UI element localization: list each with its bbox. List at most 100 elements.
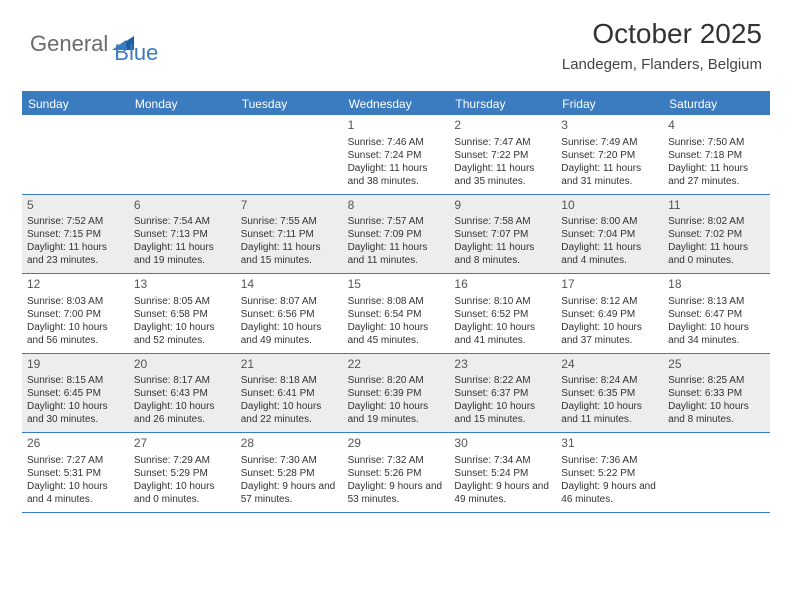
day-number: 5: [27, 198, 124, 214]
day-number: 10: [561, 198, 658, 214]
sunset-text: Sunset: 6:56 PM: [241, 308, 338, 321]
daylight-text: Daylight: 10 hours and 41 minutes.: [454, 321, 551, 347]
sunset-text: Sunset: 6:41 PM: [241, 387, 338, 400]
sunset-text: Sunset: 7:22 PM: [454, 149, 551, 162]
sunrise-text: Sunrise: 8:00 AM: [561, 215, 658, 228]
daylight-text: Daylight: 9 hours and 46 minutes.: [561, 480, 658, 506]
sunrise-text: Sunrise: 8:20 AM: [348, 374, 445, 387]
sunrise-text: Sunrise: 8:22 AM: [454, 374, 551, 387]
day-cell: 1Sunrise: 7:46 AMSunset: 7:24 PMDaylight…: [343, 115, 450, 194]
sunrise-text: Sunrise: 7:29 AM: [134, 454, 231, 467]
day-cell: 5Sunrise: 7:52 AMSunset: 7:15 PMDaylight…: [22, 195, 129, 274]
day-cell: 7Sunrise: 7:55 AMSunset: 7:11 PMDaylight…: [236, 195, 343, 274]
daylight-text: Daylight: 10 hours and 37 minutes.: [561, 321, 658, 347]
day-cell: [236, 115, 343, 194]
day-cell: 22Sunrise: 8:20 AMSunset: 6:39 PMDayligh…: [343, 354, 450, 433]
day-number: 19: [27, 357, 124, 373]
week-row: 26Sunrise: 7:27 AMSunset: 5:31 PMDayligh…: [22, 433, 770, 513]
sunrise-text: Sunrise: 8:10 AM: [454, 295, 551, 308]
daylight-text: Daylight: 11 hours and 0 minutes.: [668, 241, 765, 267]
day-cell: 23Sunrise: 8:22 AMSunset: 6:37 PMDayligh…: [449, 354, 556, 433]
sunset-text: Sunset: 6:58 PM: [134, 308, 231, 321]
sunset-text: Sunset: 6:52 PM: [454, 308, 551, 321]
day-cell: 16Sunrise: 8:10 AMSunset: 6:52 PMDayligh…: [449, 274, 556, 353]
sunset-text: Sunset: 5:26 PM: [348, 467, 445, 480]
daylight-text: Daylight: 9 hours and 49 minutes.: [454, 480, 551, 506]
sunset-text: Sunset: 7:07 PM: [454, 228, 551, 241]
day-number: 15: [348, 277, 445, 293]
sunset-text: Sunset: 5:24 PM: [454, 467, 551, 480]
sunrise-text: Sunrise: 8:15 AM: [27, 374, 124, 387]
title-block: October 2025 Landegem, Flanders, Belgium: [562, 18, 762, 73]
daylight-text: Daylight: 10 hours and 52 minutes.: [134, 321, 231, 347]
sunset-text: Sunset: 7:09 PM: [348, 228, 445, 241]
day-number: 22: [348, 357, 445, 373]
daylight-text: Daylight: 10 hours and 30 minutes.: [27, 400, 124, 426]
sunset-text: Sunset: 5:22 PM: [561, 467, 658, 480]
day-header: Wednesday: [343, 93, 450, 115]
sunset-text: Sunset: 6:43 PM: [134, 387, 231, 400]
day-cell: 17Sunrise: 8:12 AMSunset: 6:49 PMDayligh…: [556, 274, 663, 353]
day-cell: 25Sunrise: 8:25 AMSunset: 6:33 PMDayligh…: [663, 354, 770, 433]
day-number: 2: [454, 118, 551, 134]
sunset-text: Sunset: 7:04 PM: [561, 228, 658, 241]
daylight-text: Daylight: 11 hours and 15 minutes.: [241, 241, 338, 267]
day-cell: 2Sunrise: 7:47 AMSunset: 7:22 PMDaylight…: [449, 115, 556, 194]
sunrise-text: Sunrise: 7:52 AM: [27, 215, 124, 228]
sunrise-text: Sunrise: 8:07 AM: [241, 295, 338, 308]
day-number: 4: [668, 118, 765, 134]
day-number: 29: [348, 436, 445, 452]
daylight-text: Daylight: 10 hours and 45 minutes.: [348, 321, 445, 347]
day-number: 14: [241, 277, 338, 293]
sunrise-text: Sunrise: 8:17 AM: [134, 374, 231, 387]
day-cell: 14Sunrise: 8:07 AMSunset: 6:56 PMDayligh…: [236, 274, 343, 353]
sunset-text: Sunset: 7:13 PM: [134, 228, 231, 241]
day-header: Friday: [556, 93, 663, 115]
daylight-text: Daylight: 11 hours and 27 minutes.: [668, 162, 765, 188]
sunrise-text: Sunrise: 8:12 AM: [561, 295, 658, 308]
weeks-container: 1Sunrise: 7:46 AMSunset: 7:24 PMDaylight…: [22, 115, 770, 513]
sunrise-text: Sunrise: 7:30 AM: [241, 454, 338, 467]
sunrise-text: Sunrise: 7:54 AM: [134, 215, 231, 228]
day-cell: [663, 433, 770, 512]
logo-text-blue: Blue: [114, 40, 158, 66]
day-cell: 12Sunrise: 8:03 AMSunset: 7:00 PMDayligh…: [22, 274, 129, 353]
day-number: 3: [561, 118, 658, 134]
daylight-text: Daylight: 11 hours and 38 minutes.: [348, 162, 445, 188]
calendar: Sunday Monday Tuesday Wednesday Thursday…: [22, 91, 770, 513]
sunset-text: Sunset: 6:47 PM: [668, 308, 765, 321]
day-cell: 3Sunrise: 7:49 AMSunset: 7:20 PMDaylight…: [556, 115, 663, 194]
day-number: 11: [668, 198, 765, 214]
sunset-text: Sunset: 6:45 PM: [27, 387, 124, 400]
daylight-text: Daylight: 10 hours and 0 minutes.: [134, 480, 231, 506]
day-header: Thursday: [449, 93, 556, 115]
sunset-text: Sunset: 5:28 PM: [241, 467, 338, 480]
daylight-text: Daylight: 10 hours and 11 minutes.: [561, 400, 658, 426]
day-header: Saturday: [663, 93, 770, 115]
sunrise-text: Sunrise: 8:03 AM: [27, 295, 124, 308]
sunrise-text: Sunrise: 7:58 AM: [454, 215, 551, 228]
day-cell: 21Sunrise: 8:18 AMSunset: 6:41 PMDayligh…: [236, 354, 343, 433]
sunset-text: Sunset: 7:20 PM: [561, 149, 658, 162]
daylight-text: Daylight: 10 hours and 26 minutes.: [134, 400, 231, 426]
day-cell: 29Sunrise: 7:32 AMSunset: 5:26 PMDayligh…: [343, 433, 450, 512]
day-header: Tuesday: [236, 93, 343, 115]
day-cell: 24Sunrise: 8:24 AMSunset: 6:35 PMDayligh…: [556, 354, 663, 433]
day-number: 7: [241, 198, 338, 214]
day-cell: 8Sunrise: 7:57 AMSunset: 7:09 PMDaylight…: [343, 195, 450, 274]
sunrise-text: Sunrise: 8:08 AM: [348, 295, 445, 308]
sunset-text: Sunset: 7:15 PM: [27, 228, 124, 241]
day-cell: 19Sunrise: 8:15 AMSunset: 6:45 PMDayligh…: [22, 354, 129, 433]
sunset-text: Sunset: 7:02 PM: [668, 228, 765, 241]
daylight-text: Daylight: 10 hours and 4 minutes.: [27, 480, 124, 506]
day-number: 12: [27, 277, 124, 293]
day-cell: 13Sunrise: 8:05 AMSunset: 6:58 PMDayligh…: [129, 274, 236, 353]
sunset-text: Sunset: 5:29 PM: [134, 467, 231, 480]
sunrise-text: Sunrise: 7:55 AM: [241, 215, 338, 228]
day-cell: 10Sunrise: 8:00 AMSunset: 7:04 PMDayligh…: [556, 195, 663, 274]
sunset-text: Sunset: 6:33 PM: [668, 387, 765, 400]
day-header: Sunday: [22, 93, 129, 115]
day-number: 31: [561, 436, 658, 452]
day-number: 9: [454, 198, 551, 214]
daylight-text: Daylight: 11 hours and 31 minutes.: [561, 162, 658, 188]
